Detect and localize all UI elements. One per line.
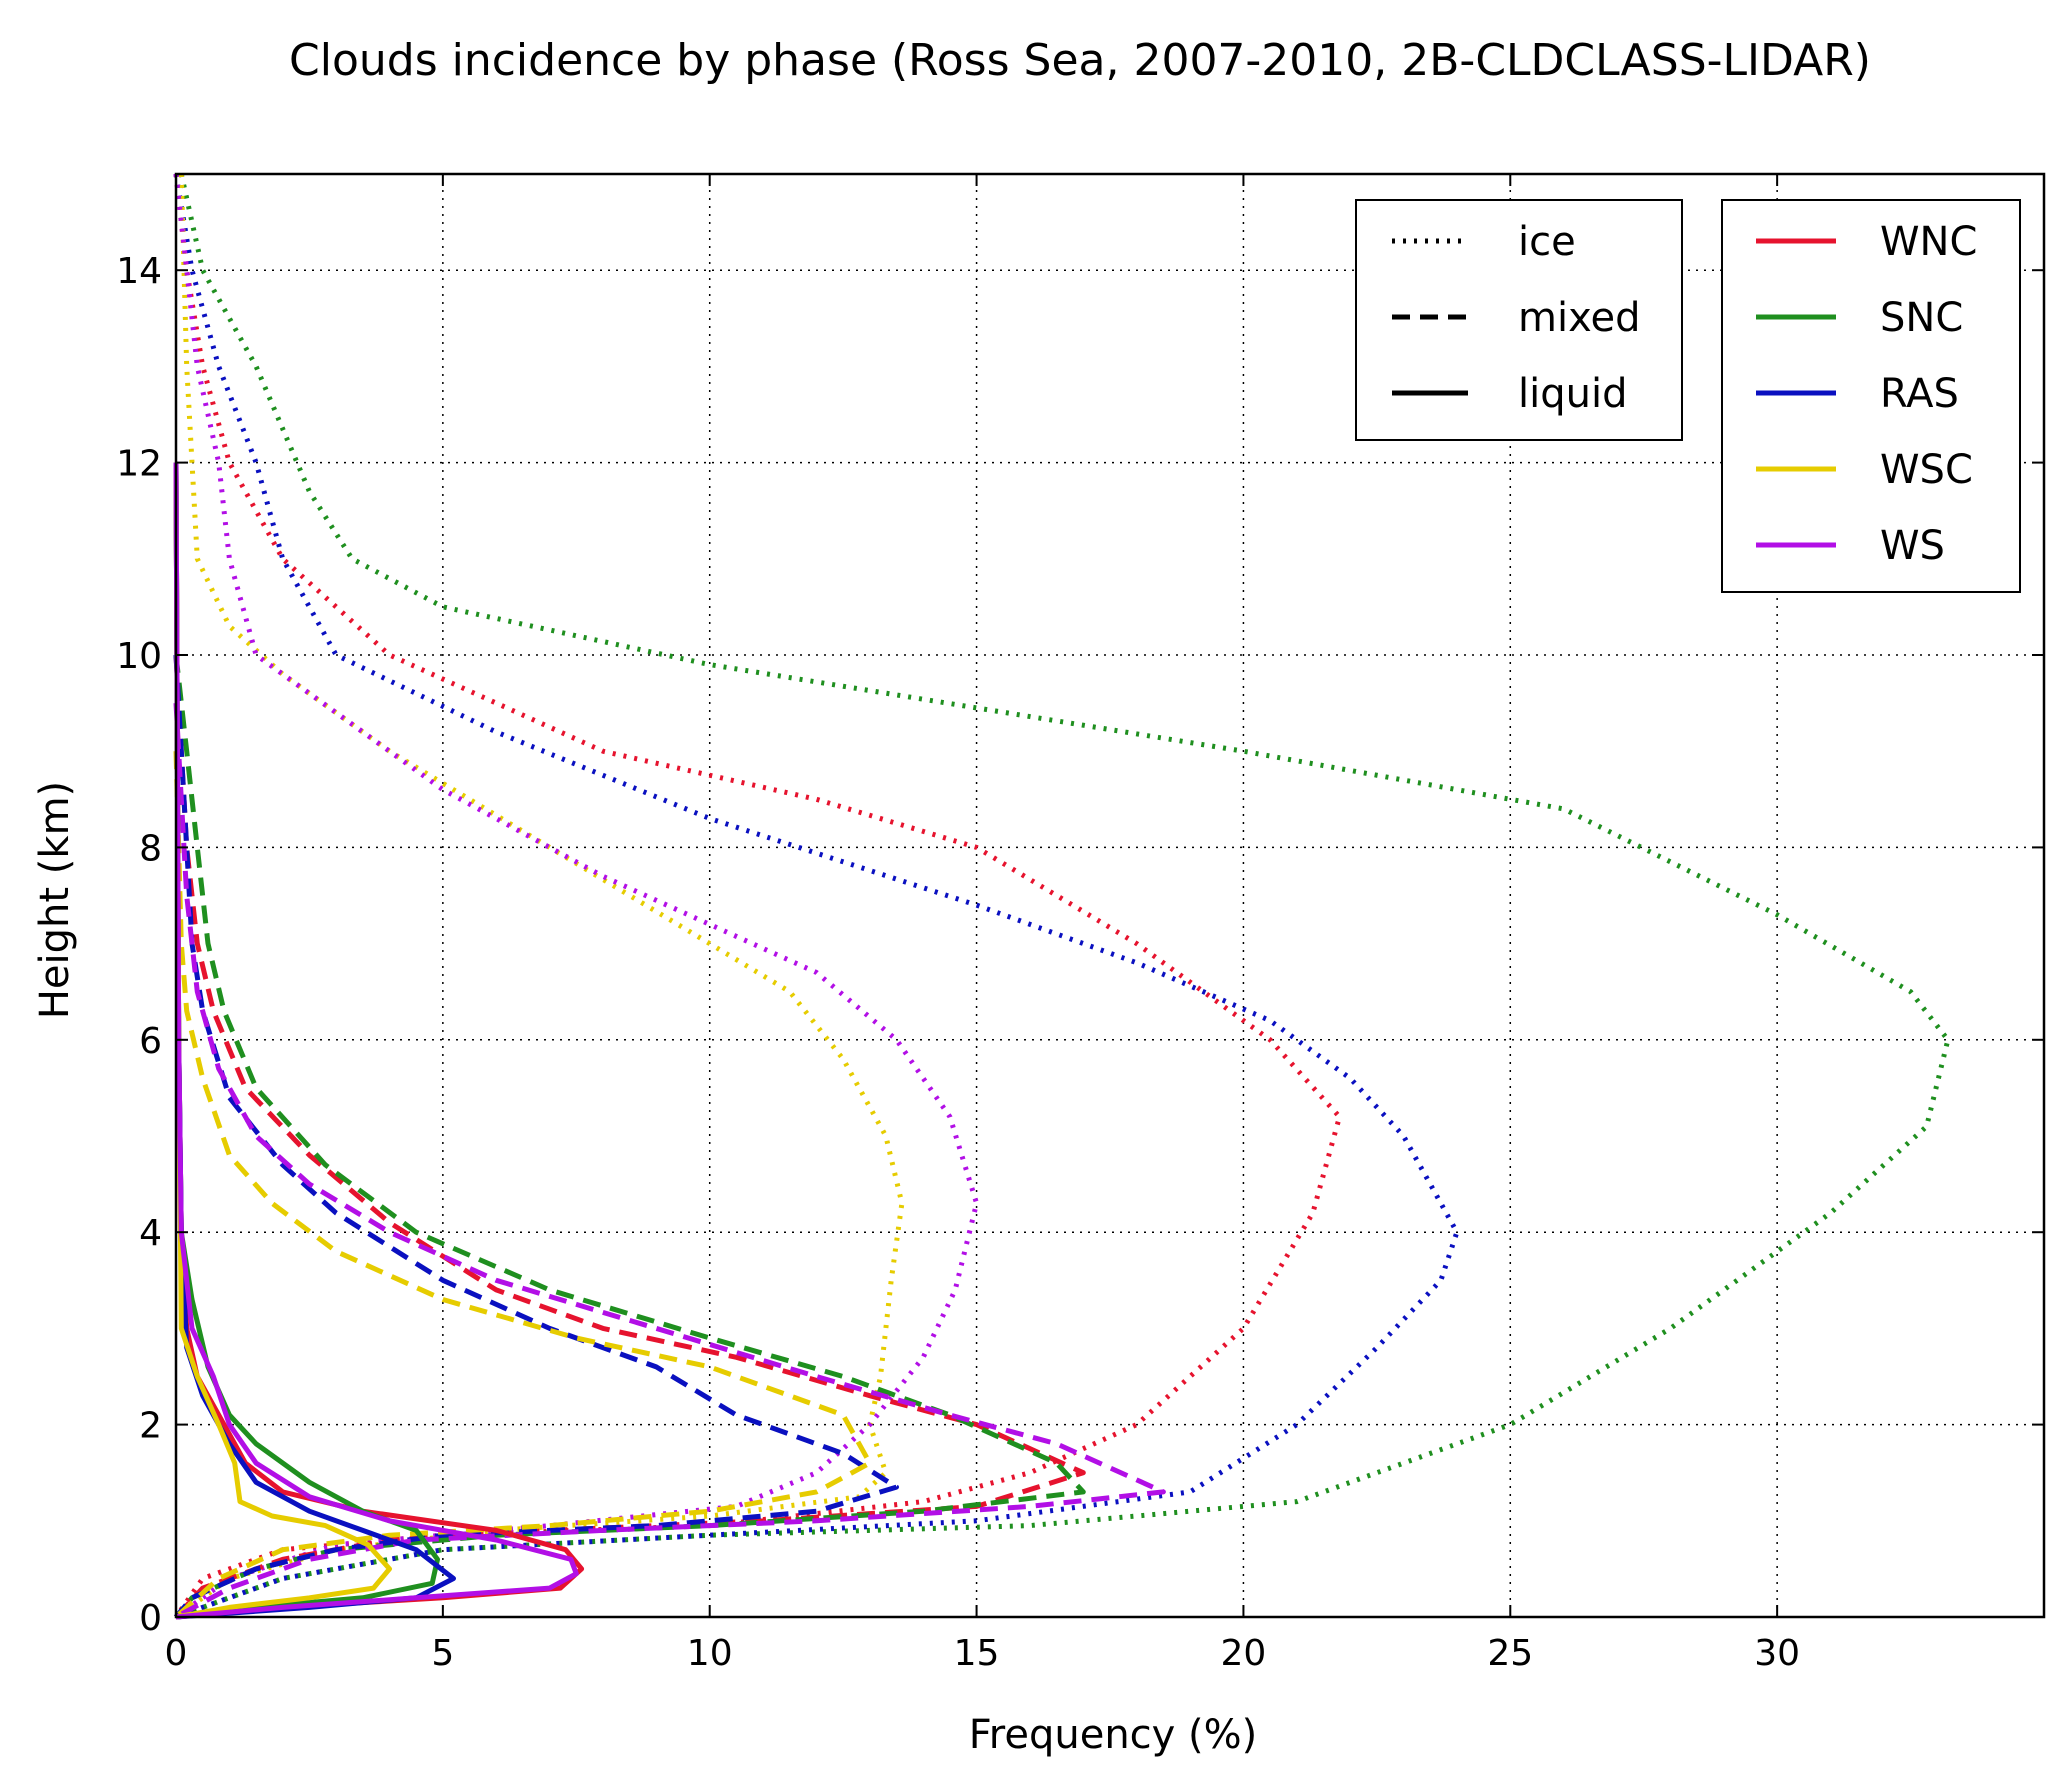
phase-legend-label-liquid: liquid xyxy=(1518,371,1627,417)
plot-frame xyxy=(174,172,2046,1619)
phase-legend-box xyxy=(1355,199,1683,441)
region-legend-box xyxy=(1721,199,2021,593)
x-axis-label: Frequency (%) xyxy=(969,1712,1258,1758)
x-tick-label: 15 xyxy=(954,1633,1000,1674)
region-legend-label-snc: SNC xyxy=(1880,295,1963,341)
region-legend-label-ras: RAS xyxy=(1880,371,1959,417)
x-tick-label: 5 xyxy=(431,1633,454,1674)
series-line-snc-ice xyxy=(175,173,1951,1620)
y-tick-label: 4 xyxy=(139,1213,162,1254)
y-axis-label: Height (km) xyxy=(32,781,78,1019)
series-lines xyxy=(173,173,1951,1620)
series-line-ws-liquid xyxy=(173,462,579,1620)
region-legend-label-ws: WS xyxy=(1880,523,1945,569)
series-line-ras-ice xyxy=(173,173,1460,1620)
y-tick-label: 6 xyxy=(139,1021,162,1062)
x-tick-label: 10 xyxy=(687,1633,733,1674)
axis-ticks: 0 5 10 15 20 25 30 0 2 4 6 8 10 12 14 xyxy=(116,174,2044,1674)
x-tick-label: 0 xyxy=(165,1633,188,1674)
y-tick-label: 12 xyxy=(116,444,162,485)
region-legend-label-wnc: WNC xyxy=(1880,219,1977,265)
region-legend: WNC SNC RAS WSC WS xyxy=(1721,199,2021,593)
y-tick-label: 10 xyxy=(116,636,162,677)
y-tick-label: 14 xyxy=(116,251,162,292)
phase-legend-label-ice: ice xyxy=(1518,219,1576,265)
chart-title: Clouds incidence by phase (Ross Sea, 200… xyxy=(289,35,1871,86)
x-tick-label: 30 xyxy=(1754,1633,1800,1674)
x-tick-label: 25 xyxy=(1487,1633,1533,1674)
series-line-wsc-liquid xyxy=(173,462,392,1620)
x-tick-label: 20 xyxy=(1221,1633,1267,1674)
y-tick-label: 8 xyxy=(139,828,162,869)
region-legend-label-wsc: WSC xyxy=(1880,447,1973,493)
phase-legend-label-mixed: mixed xyxy=(1518,295,1641,341)
phase-legend: ice mixed liquid xyxy=(1355,199,1683,441)
y-tick-label: 0 xyxy=(139,1598,162,1639)
series-line-wsc-mixed xyxy=(173,751,873,1619)
y-tick-label: 2 xyxy=(139,1406,162,1447)
